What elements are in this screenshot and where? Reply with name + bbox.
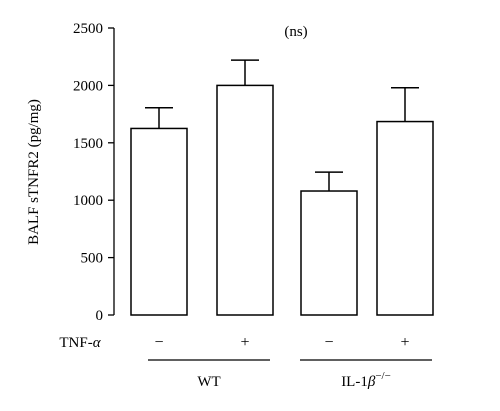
treatment-signs: − + − + <box>154 334 409 351</box>
treatment-sign: + <box>400 334 409 351</box>
bar <box>300 190 358 316</box>
bar <box>216 84 274 316</box>
bar <box>376 120 434 316</box>
y-axis-ticks: 0 500 1000 1500 2000 2500 <box>73 21 114 324</box>
group-label-superscript: −/− <box>375 370 390 382</box>
group-label-part: IL-1 <box>341 374 368 390</box>
treatment-sign: − <box>324 334 333 351</box>
group-labels: WT IL-1β−/− <box>148 359 432 390</box>
y-axis-label: BALF sTNFR2 (pg/mg) <box>26 99 42 245</box>
bars <box>130 59 434 316</box>
y-tick-label: 1500 <box>73 136 103 152</box>
group-label: WT <box>197 374 220 390</box>
y-tick-label: 2000 <box>73 78 103 94</box>
y-tick-label: 500 <box>81 251 104 267</box>
treatment-row-label-prefix: TNF- <box>59 335 92 351</box>
treatment-sign: + <box>240 334 249 351</box>
bar <box>130 127 188 316</box>
treatment-row-label-symbol: α <box>93 335 102 351</box>
treatment-sign: − <box>154 334 163 351</box>
treatment-row-label: TNF-α <box>59 335 101 351</box>
group-label-part: β <box>367 374 376 390</box>
y-tick-label: 1000 <box>73 193 103 209</box>
y-tick-label: 0 <box>96 308 104 324</box>
group-label: IL-1β−/− <box>341 370 391 390</box>
chart-annotation: (ns) <box>284 24 307 40</box>
y-tick-label: 2500 <box>73 21 103 37</box>
